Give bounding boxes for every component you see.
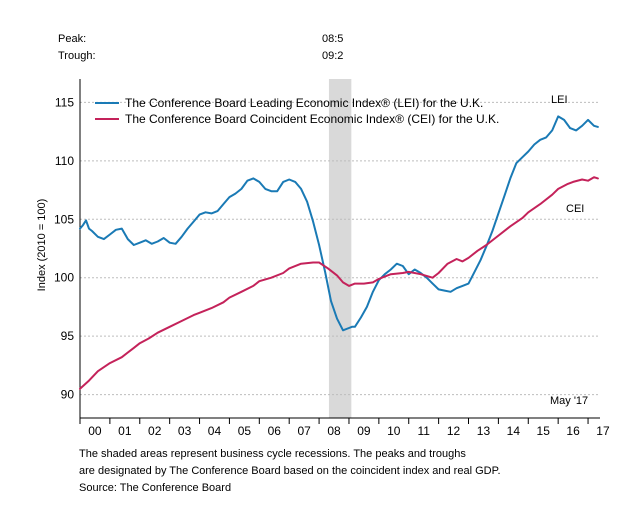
legend-label-cei: The Conference Board Coincident Economic… <box>125 112 499 126</box>
x-tick-label: 11 <box>417 424 430 438</box>
line-chart: 90 95 100 105 110 115 00 01 02 03 04 05 06 07 08 09 10 11… <box>36 79 610 438</box>
y-tick-label: 100 <box>54 271 74 285</box>
x-tick-label: 08 <box>327 424 341 438</box>
footnotes: The shaded areas represent business cycl… <box>79 446 501 497</box>
x-tick-label: 16 <box>566 424 580 438</box>
peak-value: 08:5 <box>322 33 344 45</box>
legend: The Conference Board Leading Economic In… <box>95 96 499 126</box>
peak-label: Peak: <box>58 33 87 45</box>
x-tick-label: 04 <box>208 424 222 438</box>
y-tick-label: 110 <box>55 154 74 168</box>
series-lines <box>79 115 599 390</box>
x-tick-label: 14 <box>507 424 521 438</box>
x-tick-label: 17 <box>596 424 610 438</box>
x-tick-label: 07 <box>297 424 311 438</box>
x-tick-label: 01 <box>118 424 132 438</box>
footnote-line-2: are designated by The Conference Board b… <box>79 465 501 477</box>
x-tick-label: 10 <box>387 424 401 438</box>
gridlines <box>80 101 600 396</box>
x-tick-label: 15 <box>537 424 551 438</box>
x-tick-label: 05 <box>238 424 252 438</box>
x-tick-label: 06 <box>268 424 282 438</box>
trough-value: 09:2 <box>322 50 344 62</box>
x-tick-label: 03 <box>178 424 192 438</box>
y-tick-label: 95 <box>61 329 75 343</box>
y-axis-title: Index (2010 = 100) <box>36 199 48 292</box>
y-tick-label: 115 <box>55 95 74 109</box>
y-tick-label: 90 <box>61 388 75 402</box>
x-tick-label: 00 <box>88 424 102 438</box>
axes: 90 95 100 105 110 115 00 01 02 03 04 05 06 07 08 09 10 11… <box>54 79 610 438</box>
x-tick-label: 13 <box>477 424 491 438</box>
trough-label: Trough: <box>58 50 96 62</box>
x-tick-label: 02 <box>148 424 162 438</box>
series-line-cei <box>79 176 599 390</box>
series-line-lei <box>79 115 599 332</box>
legend-label-lei: The Conference Board Leading Economic In… <box>125 96 483 110</box>
x-tick-label: 12 <box>447 424 461 438</box>
cei-annotation: CEI <box>566 203 584 215</box>
footnote-line-1: The shaded areas represent business cycl… <box>79 448 466 460</box>
footnote-line-3: Source: The Conference Board <box>79 482 232 494</box>
recession-band <box>328 79 352 418</box>
date-annotation: May '17 <box>550 395 588 407</box>
lei-annotation: LEI <box>551 94 568 106</box>
recession-shading <box>328 79 352 418</box>
x-tick-label: 09 <box>357 424 371 438</box>
y-tick-label: 105 <box>54 212 74 226</box>
